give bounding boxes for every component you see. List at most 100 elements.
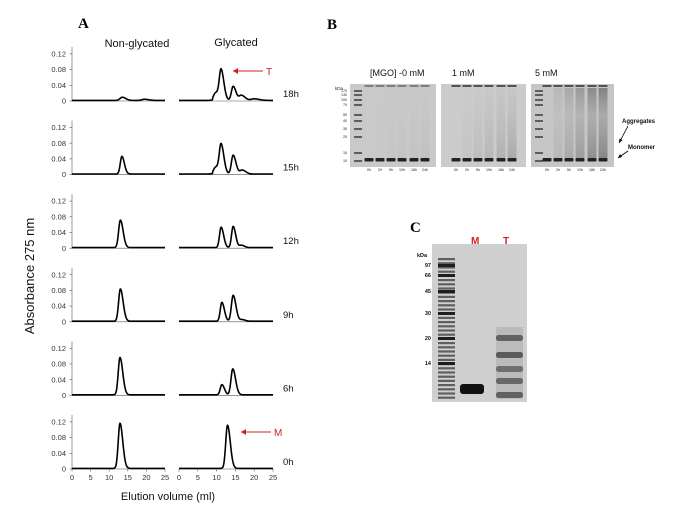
- ladder-band: [535, 104, 543, 106]
- well-band: [542, 85, 552, 87]
- x-tick-label: 15: [124, 473, 132, 482]
- y-tick-label: 0: [62, 317, 66, 326]
- oligomer-band-t: [496, 378, 523, 384]
- oligomer-band-t: [496, 352, 523, 358]
- lane-t-label: T: [503, 236, 509, 247]
- ladder-band: [535, 114, 543, 116]
- gel-b-marker-10: 10: [343, 159, 347, 163]
- ladder-band: [438, 342, 455, 345]
- well-band: [420, 85, 430, 87]
- lane-label: 18h: [411, 168, 417, 172]
- gel-label-1mm: 1 mM: [452, 68, 475, 78]
- y-tick-label: 0.08: [51, 65, 66, 74]
- ladder-band: [354, 104, 362, 106]
- ladder-band: [438, 304, 455, 307]
- monomer-band: [564, 158, 574, 162]
- gel-b-marker-15: 15: [343, 151, 347, 155]
- monomer-band-m: [460, 384, 484, 394]
- lane-label: 10h: [577, 168, 583, 172]
- smear-band: [564, 88, 574, 158]
- well-band: [507, 85, 517, 87]
- gel-c-bands: [438, 258, 523, 399]
- annot-t: T: [266, 67, 272, 78]
- series-line-glycated-15h: [178, 142, 274, 175]
- smear-band: [473, 88, 483, 158]
- series-line-nonglycated-0h: [71, 422, 166, 470]
- y-tick-label: 0.04: [51, 375, 66, 384]
- ladder-band: [438, 388, 455, 391]
- well-band: [375, 85, 385, 87]
- x-tick-label: 5: [89, 473, 93, 482]
- well-band: [397, 85, 407, 87]
- ladder-band: [354, 94, 362, 96]
- x-tick-label: 25: [269, 473, 277, 482]
- series-line-nonglycated-18h: [71, 96, 166, 102]
- smear-band: [553, 88, 563, 158]
- monomer-band: [496, 158, 506, 162]
- panel-a-chromatograms: A Non-glycated Glycated Absorbance 275 n…: [22, 16, 299, 503]
- x-tick-label: 10: [212, 473, 220, 482]
- y-tick-label: 0: [62, 465, 66, 474]
- ladder-band: [535, 120, 543, 122]
- series-line-nonglycated-15h: [71, 155, 166, 175]
- time-label-9h: 9h: [283, 310, 294, 321]
- monomer-band: [364, 158, 374, 162]
- smear-band: [587, 88, 597, 158]
- lane-label: 5h: [476, 168, 480, 172]
- gel-c-marker-14: 14: [425, 361, 432, 367]
- smear-band: [575, 88, 585, 158]
- lane-label: 2h: [378, 168, 382, 172]
- monomer-band: [587, 158, 597, 162]
- well-band: [598, 85, 608, 87]
- monomer-band: [542, 158, 552, 162]
- y-tick-label: 0.04: [51, 302, 66, 311]
- monomer-band: [409, 158, 419, 162]
- ladder-band: [438, 283, 455, 286]
- ladder-band: [438, 295, 455, 298]
- lane-label: 0h: [367, 168, 371, 172]
- series-line-glycated-12h: [178, 225, 274, 249]
- ladder-band: [438, 358, 455, 361]
- monomer-band: [598, 158, 608, 162]
- lane-label: 0h: [545, 168, 549, 172]
- ladder-band: [438, 266, 455, 269]
- y-tick-label: 0.08: [51, 286, 66, 295]
- well-band: [496, 85, 506, 87]
- ladder-band: [438, 354, 455, 357]
- series-line-nonglycated-9h: [71, 288, 166, 323]
- ladder-band: [438, 367, 455, 370]
- chromatogram-row-0h: 0 0.04 0.08 0.12 0 5 10 15 20 25 0 5 10 15 20 25 0h: [51, 415, 294, 482]
- smear-band: [420, 88, 430, 158]
- time-label-18h: 18h: [283, 89, 299, 100]
- gel-b-bands: [354, 85, 608, 162]
- gel-c-marker-20: 20: [425, 336, 431, 342]
- gel-b-marker-25: 25: [343, 135, 347, 139]
- x-tick-label: 25: [161, 473, 169, 482]
- monomer-band: [386, 158, 396, 162]
- oligomer-band-t: [496, 366, 523, 372]
- gel-c-marker-45: 45: [425, 289, 431, 295]
- y-tick-label: 0.12: [51, 417, 66, 426]
- ladder-band: [535, 90, 543, 92]
- gel-c-marker-66: 66: [425, 273, 431, 279]
- gel-c-marker-30: 30: [425, 311, 431, 317]
- series-line-nonglycated-6h: [71, 356, 166, 396]
- panel-a-letter: A: [78, 16, 89, 32]
- smear-band: [409, 88, 419, 158]
- panel-c-letter: C: [410, 220, 421, 236]
- label-aggregates: Aggregates: [622, 119, 656, 125]
- x-tick-label: 15: [231, 473, 239, 482]
- x-tick-label: 20: [250, 473, 258, 482]
- y-tick-label: 0.12: [51, 123, 66, 132]
- y-tick-label: 0.12: [51, 197, 66, 206]
- lane-label: 10h: [486, 168, 492, 172]
- ladder-band: [438, 371, 455, 374]
- series-line-glycated-18h: [178, 67, 274, 102]
- panel-b-letter: B: [327, 17, 337, 33]
- ladder-band: [438, 262, 455, 265]
- lane-label: 10h: [399, 168, 405, 172]
- gel-b-marker-130: 130: [341, 93, 347, 97]
- y-tick-label: 0.08: [51, 433, 66, 442]
